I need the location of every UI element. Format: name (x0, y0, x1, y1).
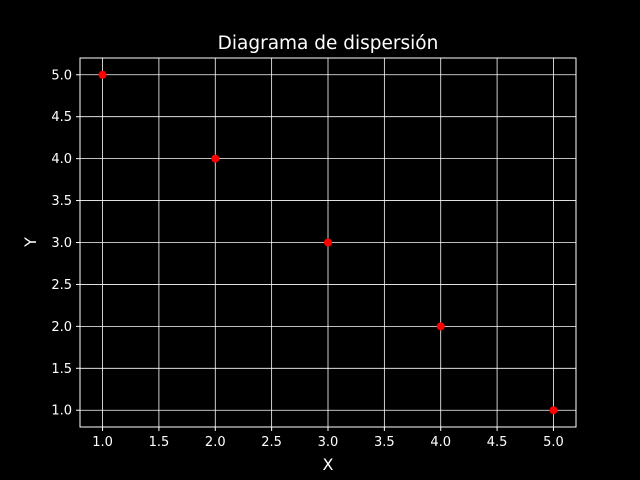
x-tick-label: 4.0 (430, 435, 451, 450)
x-tick-label: 2.5 (261, 435, 282, 450)
x-tick-label: 4.5 (487, 435, 508, 450)
data-points (98, 70, 558, 415)
x-tick-label: 5.0 (543, 435, 564, 450)
axis-ticks: 1.0 1.5 2.0 2.5 3.0 3.5 4.0 4.5 5.0 1.0 1.5 2.0 2.5 3… (51, 68, 563, 450)
x-tick-label: 3.5 (374, 435, 395, 450)
data-point (98, 70, 107, 79)
y-tick-label: 4.5 (51, 110, 72, 125)
data-point (549, 406, 558, 415)
y-tick-label: 1.0 (51, 404, 72, 419)
y-tick-label: 3.0 (51, 236, 72, 251)
data-point (211, 154, 220, 163)
x-axis-label: X (323, 455, 334, 474)
y-tick-label: 1.5 (51, 362, 72, 377)
y-tick-label: 4.0 (51, 152, 72, 167)
y-tick-label: 2.5 (51, 278, 72, 293)
y-tick-label: 3.5 (51, 194, 72, 209)
x-tick-label: 1.5 (149, 435, 170, 450)
y-tick-label: 5.0 (51, 68, 72, 83)
x-tick-label: 1.0 (92, 435, 113, 450)
data-point (324, 238, 332, 247)
x-tick-label: 3.0 (318, 435, 339, 450)
y-axis-label: Y (21, 237, 40, 248)
chart-title: Diagrama de dispersión (218, 33, 439, 54)
y-tick-label: 2.0 (51, 320, 72, 335)
x-tick-label: 2.0 (205, 435, 226, 450)
data-point (436, 322, 445, 331)
